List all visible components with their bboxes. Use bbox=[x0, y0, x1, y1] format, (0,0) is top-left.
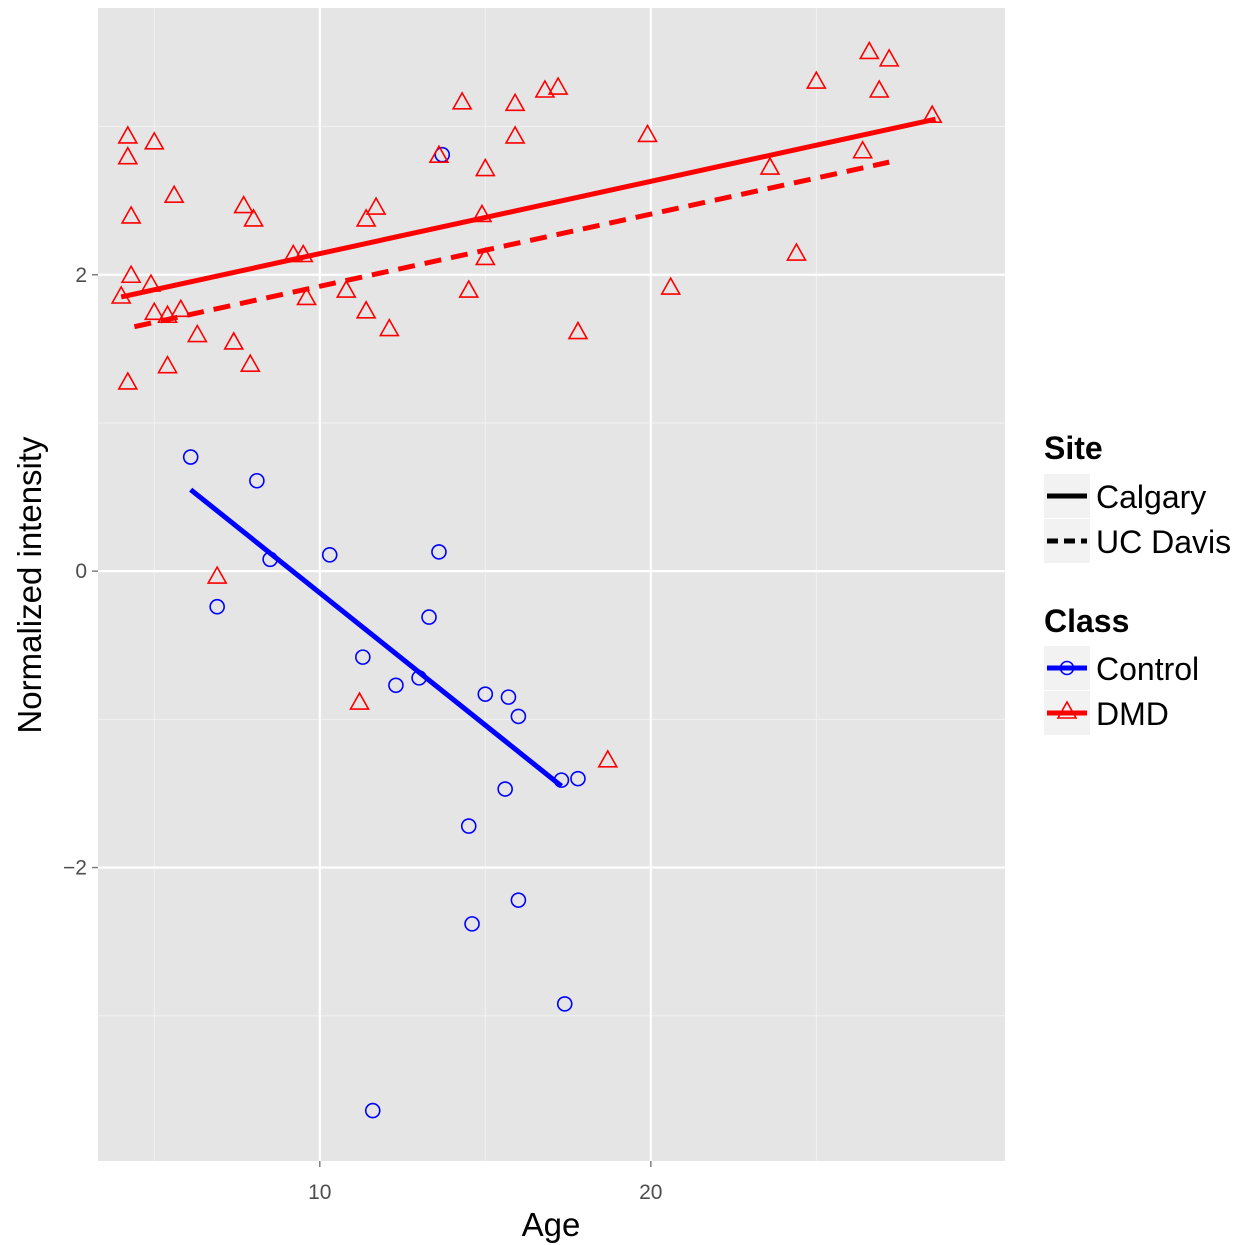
y-tick-label: 0 bbox=[75, 560, 87, 583]
data-point-dmd bbox=[471, 203, 493, 223]
data-point-dmd bbox=[786, 242, 807, 261]
data-point-dmd bbox=[163, 184, 185, 204]
data-point-dmd bbox=[223, 331, 245, 350]
x-axis-title: Age bbox=[522, 1206, 581, 1243]
data-point-dmd bbox=[296, 286, 317, 306]
data-point-dmd bbox=[117, 371, 139, 390]
data-point-dmd bbox=[759, 156, 781, 175]
data-point-control bbox=[477, 686, 494, 702]
legend: Site Calgary UC Davis Class Control DMD bbox=[1044, 430, 1231, 735]
data-point-dmd bbox=[335, 279, 357, 298]
data-point-control bbox=[321, 547, 338, 563]
data-point-dmd bbox=[365, 196, 387, 215]
data-point-dmd bbox=[504, 125, 526, 144]
data-point-dmd bbox=[120, 264, 142, 284]
data-point-control bbox=[249, 472, 265, 489]
data-point-dmd bbox=[186, 323, 208, 343]
data-point-control bbox=[510, 708, 527, 725]
data-point-dmd bbox=[534, 79, 556, 98]
x-axis-ticks: 10 20 bbox=[308, 1161, 662, 1204]
data-point-dmd bbox=[474, 246, 496, 266]
data-point-control bbox=[262, 551, 278, 568]
data-point-dmd bbox=[597, 749, 619, 768]
legend-title-class: Class bbox=[1044, 603, 1129, 639]
data-point-control bbox=[182, 449, 199, 465]
legend-label-control: Control bbox=[1096, 651, 1199, 687]
data-point-dmd bbox=[878, 48, 900, 67]
minor-gridlines bbox=[98, 8, 1005, 1161]
fit-line-dmd-uc-davis bbox=[133, 159, 890, 330]
fit-line-control-calgary bbox=[189, 487, 563, 789]
data-point-dmd bbox=[292, 243, 314, 263]
data-point-dmd bbox=[117, 125, 139, 144]
x-tick-label: 10 bbox=[308, 1181, 331, 1204]
data-point-dmd bbox=[355, 300, 377, 319]
data-point-dmd bbox=[567, 320, 589, 340]
data-point-control bbox=[460, 818, 477, 834]
data-point-dmd bbox=[349, 691, 370, 710]
data-point-dmd bbox=[143, 131, 165, 150]
data-point-control bbox=[510, 892, 527, 908]
fit-line-dmd-calgary bbox=[120, 116, 937, 300]
data-point-dmd bbox=[117, 146, 139, 165]
data-point-dmd bbox=[858, 40, 880, 60]
data-point-dmd bbox=[921, 104, 943, 123]
legend-label-ucdavis: UC Davis bbox=[1096, 524, 1231, 560]
data-point-dmd bbox=[868, 79, 890, 98]
y-tick-label: −2 bbox=[63, 857, 87, 880]
data-point-dmd bbox=[110, 285, 132, 304]
data-point-control bbox=[209, 598, 225, 615]
legend-key-control-marker bbox=[1059, 660, 1075, 676]
legend-key-dmd-marker bbox=[1056, 700, 1078, 719]
data-point-control bbox=[364, 1102, 381, 1119]
data-point-dmd bbox=[355, 208, 377, 227]
data-point-control bbox=[556, 996, 573, 1012]
data-point-dmd bbox=[451, 91, 473, 110]
data-point-control bbox=[421, 609, 437, 625]
data-point-control bbox=[500, 689, 517, 705]
data-point-dmd bbox=[140, 273, 162, 292]
data-point-dmd bbox=[660, 276, 682, 295]
data-point-dmd bbox=[143, 301, 165, 321]
data-point-control bbox=[464, 916, 480, 932]
data-point-dmd bbox=[637, 123, 658, 143]
data-point-dmd bbox=[233, 194, 255, 214]
data-point-dmd bbox=[547, 76, 569, 95]
data-point-dmd bbox=[282, 243, 304, 263]
x-tick-label: 20 bbox=[639, 1181, 662, 1204]
data-point-control bbox=[570, 770, 586, 787]
data-point-control bbox=[355, 649, 371, 665]
data-point-control bbox=[497, 781, 513, 797]
regression-lines bbox=[120, 116, 937, 789]
legend-title-site: Site bbox=[1044, 430, 1103, 466]
data-point-dmd bbox=[120, 205, 142, 224]
data-point-dmd bbox=[474, 157, 496, 177]
data-point-dmd bbox=[378, 317, 400, 337]
data-point-dmd bbox=[206, 565, 228, 584]
plot-panel bbox=[98, 8, 1005, 1161]
legend-label-dmd: DMD bbox=[1096, 696, 1169, 732]
data-point-dmd bbox=[170, 298, 192, 318]
data-point-dmd bbox=[805, 70, 827, 89]
legend-label-calgary: Calgary bbox=[1096, 479, 1206, 515]
y-axis-ticks: −2 0 2 bbox=[63, 264, 98, 880]
data-point-dmd bbox=[243, 208, 264, 227]
data-point-dmd bbox=[239, 353, 261, 372]
data-point-dmd bbox=[852, 140, 874, 159]
data-point-dmd bbox=[428, 144, 450, 164]
major-gridlines bbox=[98, 8, 1005, 1161]
data-point-control bbox=[388, 677, 404, 694]
data-point-control bbox=[553, 772, 570, 788]
data-point-control bbox=[411, 670, 427, 686]
y-tick-label: 2 bbox=[75, 264, 87, 287]
data-points bbox=[110, 40, 943, 1119]
y-axis-title: Normalized intensity bbox=[11, 436, 48, 734]
data-point-control bbox=[431, 544, 447, 560]
data-point-dmd bbox=[504, 92, 526, 112]
data-point-dmd bbox=[458, 279, 480, 298]
data-point-dmd bbox=[157, 355, 178, 374]
